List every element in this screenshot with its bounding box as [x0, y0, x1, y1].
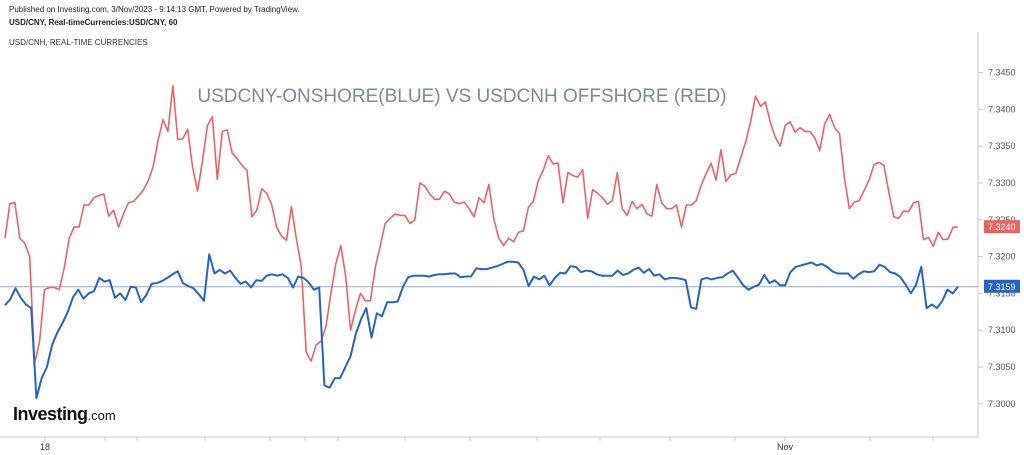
published-note: Published on Investing.com, 3/Nov/2023 -…: [9, 5, 300, 14]
series-layer: [0, 85, 978, 399]
y-tick-label: 7.3400: [988, 104, 1016, 114]
last-price-tags: 7.3240 7.3159: [984, 220, 1020, 293]
onshore-last-price-value: 7.3159: [988, 282, 1016, 292]
y-tick-label: 7.3250: [988, 215, 1016, 225]
investing-logo: Investing.com: [13, 404, 116, 425]
y-tick-label: 7.3300: [988, 178, 1016, 188]
chart-title: USDCNY-ONSHORE(BLUE) VS USDCNH OFFSHORE …: [197, 86, 726, 107]
onshore-last-price-tag: [984, 279, 1020, 293]
price-axis: 7.3450 7.3400 7.3350 7.3300 7.3250 7.3200 7.31…: [978, 68, 1016, 409]
offshore-last-price-tag: [984, 220, 1020, 234]
symbol-label: USD/CNY, Real-timeCurrencies:USD/CNY, 60: [9, 18, 178, 27]
x-tick-label: Nov: [777, 442, 794, 452]
offshore-series-line: [4, 85, 958, 365]
time-axis: 18 Nov: [40, 437, 934, 452]
logo-wordmark: Investing: [13, 404, 88, 424]
y-tick-label: 7.3000: [988, 399, 1016, 409]
y-tick-label: 7.3100: [988, 325, 1016, 335]
y-tick-label: 7.3050: [988, 362, 1016, 372]
y-tick-label: 7.3450: [988, 68, 1016, 78]
y-tick-label: 7.3200: [988, 252, 1016, 262]
x-tick-label: 18: [40, 442, 50, 452]
y-tick-label: 7.3350: [988, 141, 1016, 151]
offshore-last-price-value: 7.3240: [988, 222, 1016, 232]
y-tick-label: 7.3150: [988, 288, 1016, 298]
overlay-symbol-label: USD/CNH, REAL-TIME CURRENCIES: [9, 38, 148, 47]
logo-domain: .com: [87, 408, 116, 423]
onshore-series-line: [4, 253, 959, 399]
